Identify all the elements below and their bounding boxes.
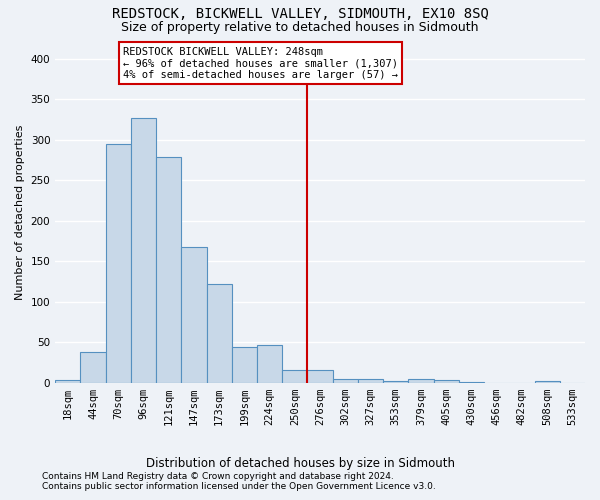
Text: REDSTOCK, BICKWELL VALLEY, SIDMOUTH, EX10 8SQ: REDSTOCK, BICKWELL VALLEY, SIDMOUTH, EX1… bbox=[112, 8, 488, 22]
Bar bbox=[409, 378, 434, 382]
Bar bbox=[156, 158, 181, 382]
Bar bbox=[55, 380, 80, 382]
Bar bbox=[106, 144, 131, 382]
Text: REDSTOCK BICKWELL VALLEY: 248sqm
← 96% of detached houses are smaller (1,307)
4%: REDSTOCK BICKWELL VALLEY: 248sqm ← 96% o… bbox=[123, 46, 398, 80]
Bar bbox=[206, 284, 232, 382]
Text: Contains public sector information licensed under the Open Government Licence v3: Contains public sector information licen… bbox=[42, 482, 436, 491]
Bar bbox=[434, 380, 459, 382]
Bar bbox=[307, 370, 332, 382]
Bar bbox=[535, 381, 560, 382]
Bar bbox=[80, 352, 106, 382]
Bar bbox=[282, 370, 307, 382]
Y-axis label: Number of detached properties: Number of detached properties bbox=[15, 125, 25, 300]
Bar bbox=[332, 380, 358, 382]
Bar bbox=[232, 347, 257, 382]
Text: Size of property relative to detached houses in Sidmouth: Size of property relative to detached ho… bbox=[121, 22, 479, 35]
Text: Contains HM Land Registry data © Crown copyright and database right 2024.: Contains HM Land Registry data © Crown c… bbox=[42, 472, 394, 481]
Text: Distribution of detached houses by size in Sidmouth: Distribution of detached houses by size … bbox=[146, 458, 455, 470]
Bar bbox=[358, 378, 383, 382]
Bar bbox=[383, 381, 409, 382]
Bar bbox=[257, 346, 282, 383]
Bar bbox=[131, 118, 156, 382]
Bar bbox=[181, 248, 206, 382]
